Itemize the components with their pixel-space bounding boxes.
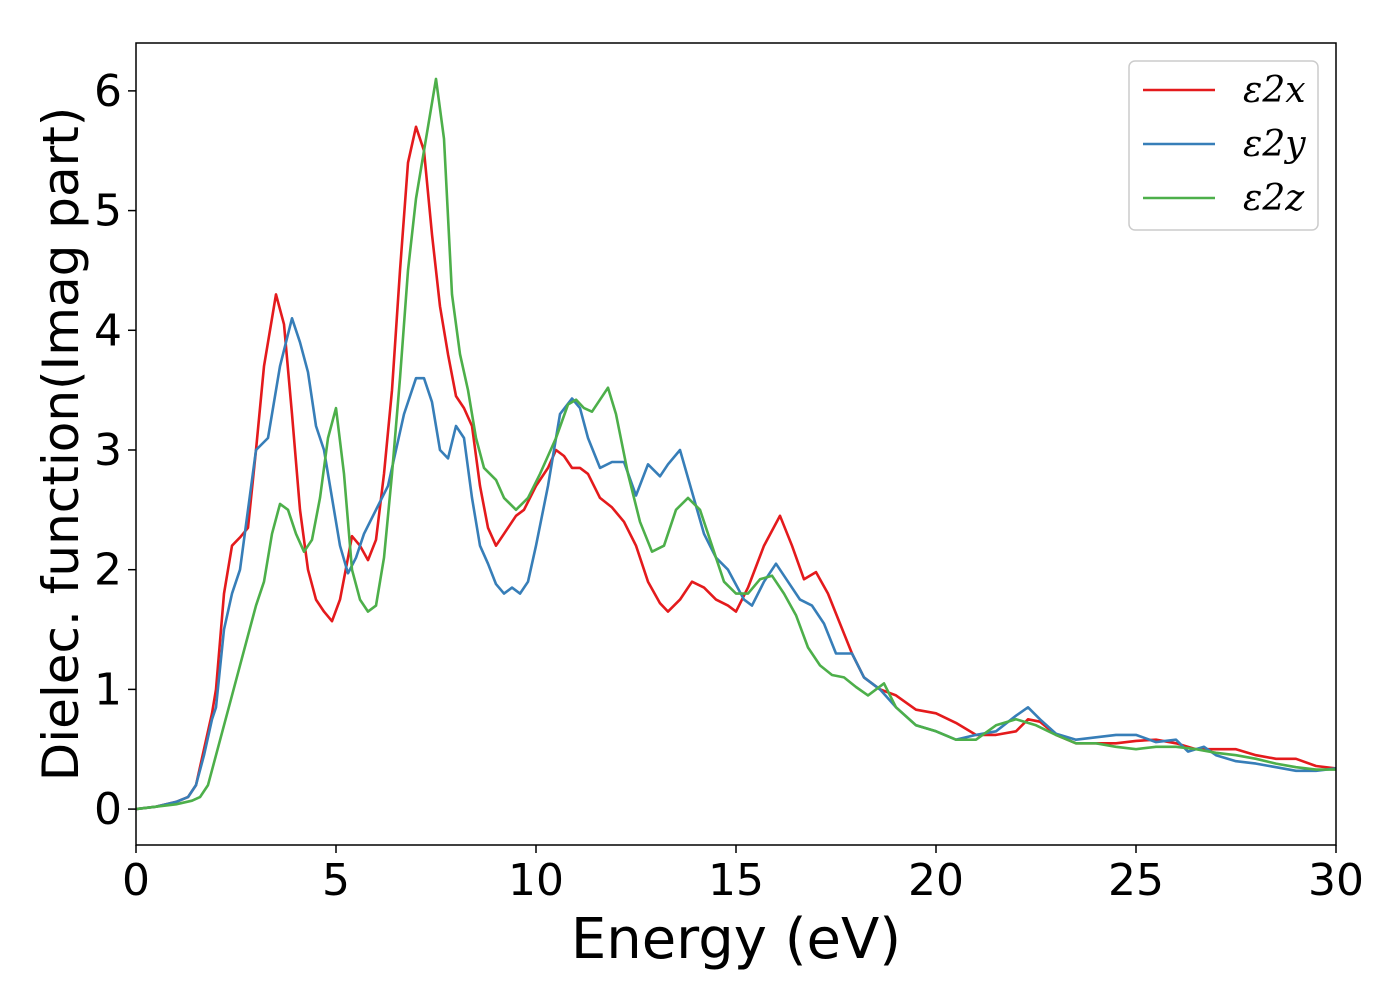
legend-label-1: ε2x: [1243, 70, 1306, 111]
series-line-3: [135, 77, 1336, 811]
legend-label-2: ε2y: [1243, 124, 1306, 165]
lines-layer: [135, 77, 1337, 811]
legend: ε2x ε2y ε2z: [1128, 60, 1319, 231]
x-tick-label: 0: [122, 855, 150, 906]
legend-label-3: ε2z: [1243, 178, 1305, 219]
x-tick-label: 20: [908, 855, 964, 906]
series-line-2: [135, 317, 1337, 811]
legend-box: [1128, 60, 1319, 231]
x-axis-title: Energy (eV): [571, 907, 901, 972]
y-tick-label: 0: [94, 784, 122, 835]
x-tick-label: 30: [1308, 855, 1364, 906]
x-tick-label: 25: [1108, 855, 1164, 906]
y-tick-label: 3: [94, 425, 122, 476]
series-line-1: [135, 125, 1337, 811]
y-tick-label: 1: [94, 664, 122, 715]
x-tick-label: 10: [508, 855, 564, 906]
y-tick-label: 2: [94, 545, 122, 596]
x-tick-label: 5: [322, 855, 350, 906]
y-axis-ticks: 0 1 2 3 4 5 6: [94, 66, 136, 835]
y-tick-label: 4: [94, 305, 122, 356]
x-axis-ticks: 0 5 10 15 20 25 30: [122, 845, 1364, 906]
x-tick-label: 15: [708, 855, 764, 906]
y-axis-title: Dielec. function(Imag part): [32, 107, 90, 782]
y-tick-label: 6: [94, 66, 122, 117]
y-tick-label: 5: [94, 186, 122, 237]
